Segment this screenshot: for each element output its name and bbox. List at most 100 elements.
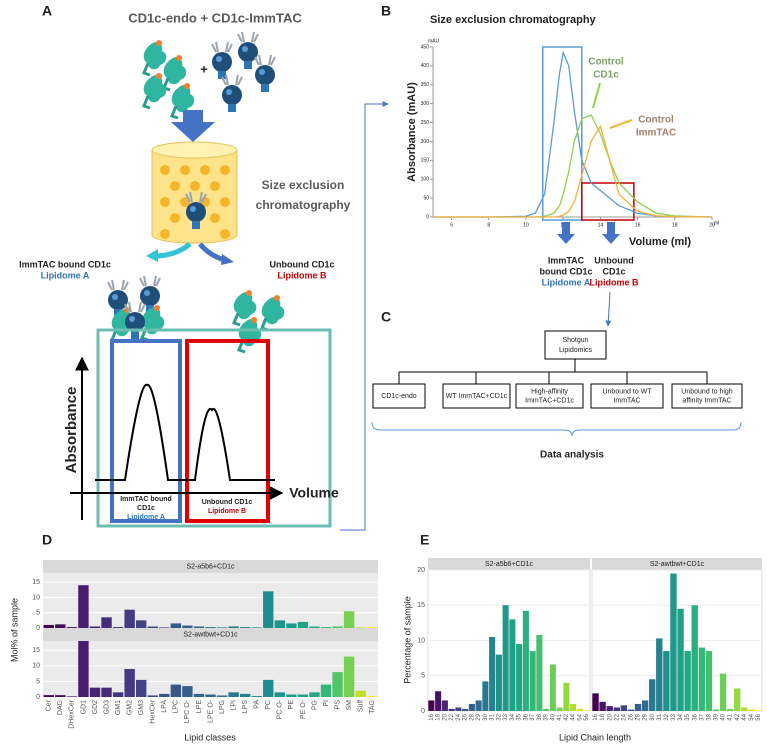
bar [536, 634, 543, 711]
x-tick-label: 42 [564, 713, 570, 720]
bar [43, 695, 54, 697]
tree-lines [398, 359, 708, 384]
x-tick-label: 16 [635, 222, 641, 228]
bar [529, 651, 536, 711]
bar [641, 700, 649, 711]
curved-arrow-head [221, 254, 234, 265]
bar [112, 692, 124, 697]
bar [691, 605, 698, 711]
x-tick-label: LPS [242, 700, 249, 714]
bar [182, 686, 193, 697]
x-tick-label: 54 [577, 713, 583, 720]
bar [147, 695, 158, 697]
bar [670, 573, 677, 711]
down-arrow [557, 222, 575, 244]
bar [495, 654, 502, 711]
bar [748, 709, 755, 711]
bar [239, 693, 251, 697]
x-tick-label: 31 [490, 713, 496, 720]
x-tick-label: PE O- [300, 699, 307, 719]
bar [216, 627, 228, 628]
bar [66, 627, 78, 628]
y-tick-label: 0 [421, 708, 425, 715]
protein-cd1c [142, 38, 196, 120]
x-tick-label: 16 [593, 713, 599, 720]
y-tick-label: 10 [32, 594, 40, 601]
bar [726, 708, 734, 711]
curved-arrow-head [146, 249, 158, 262]
fraction-label: bound CD1c [540, 266, 593, 276]
bar [159, 627, 170, 628]
x-tick-label: GM3 [138, 700, 145, 715]
x-tick-label: 29 [476, 713, 482, 720]
bar [741, 707, 748, 711]
x-tick-label: 33 [671, 713, 677, 720]
leaf-text: High-affinity [531, 388, 568, 395]
box-lipidome: Lipidome B [208, 508, 246, 515]
plus-sign: + [200, 61, 208, 76]
x-tick-label: PG [311, 700, 318, 710]
series-line [433, 50, 713, 218]
x-axis-label: Volume [289, 485, 339, 501]
x-tick-label: 28 [469, 713, 475, 720]
x-tick-label: Sulf [358, 700, 365, 712]
x-tick-label: GM2 [126, 700, 133, 715]
bar [705, 651, 713, 711]
facet-title: S2-awtbwt+CD1c [183, 631, 238, 638]
bar [239, 627, 251, 628]
bar [549, 664, 556, 711]
x-tick-label: 41 [728, 713, 734, 720]
leaf-box [372, 383, 426, 409]
x-tick-label: 35 [517, 713, 523, 720]
x-tick-label: GD2 [92, 700, 99, 715]
x-tick-label: 39 [714, 713, 720, 720]
x-tick-label: 16 [429, 713, 435, 720]
x-tick-label: 20 [607, 713, 613, 720]
y-tick-label: 15 [417, 602, 425, 609]
bar [274, 620, 286, 628]
bar [216, 695, 228, 697]
bar [656, 638, 663, 711]
x-tick-label: PI [323, 700, 330, 707]
bar [89, 687, 101, 697]
x-tick-label: 39 [544, 713, 550, 720]
annotation: Control [638, 115, 674, 126]
bar [613, 707, 620, 711]
bar [297, 621, 309, 628]
x-tick-label: LPE [196, 700, 203, 714]
bar [649, 679, 656, 711]
bar [468, 703, 475, 711]
bar [170, 684, 182, 697]
y-tick-label: 20 [417, 567, 425, 574]
x-tick-label: 37 [530, 713, 536, 720]
curved-arrow [198, 242, 226, 263]
x-tick-label: HexCer [150, 699, 157, 723]
bar [193, 626, 205, 628]
leaf-text: CD1c-endo [381, 393, 417, 400]
x-tick-label: 26 [463, 713, 469, 720]
x-tick-label: LPC [173, 700, 180, 714]
bar [297, 694, 309, 697]
x-tick-label: 29 [643, 713, 649, 720]
y-tick-label: 15 [32, 579, 40, 586]
chromatogram: Size exclusion chromatography mAU ml Volume… [406, 14, 719, 248]
x-tick-label: SM [346, 700, 353, 711]
y-tick-label: 5 [36, 610, 40, 617]
bar [448, 708, 455, 711]
bar [251, 696, 262, 697]
root-text: Lipidomics [559, 347, 593, 354]
x-tick-label: Cer [46, 699, 53, 711]
bar [170, 623, 182, 628]
x-tick-label: 8 [487, 222, 490, 228]
panel-label: A [42, 3, 52, 19]
y-tick-label: 200 [421, 139, 430, 145]
region-box [581, 182, 635, 221]
curved-arrow [154, 242, 192, 259]
bar [135, 679, 147, 697]
x-tick-label: 40 [550, 713, 556, 720]
x-tick-label: 54 [749, 713, 755, 720]
bar [684, 651, 691, 711]
x-tick-label: 42 [735, 713, 741, 720]
x-tick-label: 32 [664, 713, 670, 720]
